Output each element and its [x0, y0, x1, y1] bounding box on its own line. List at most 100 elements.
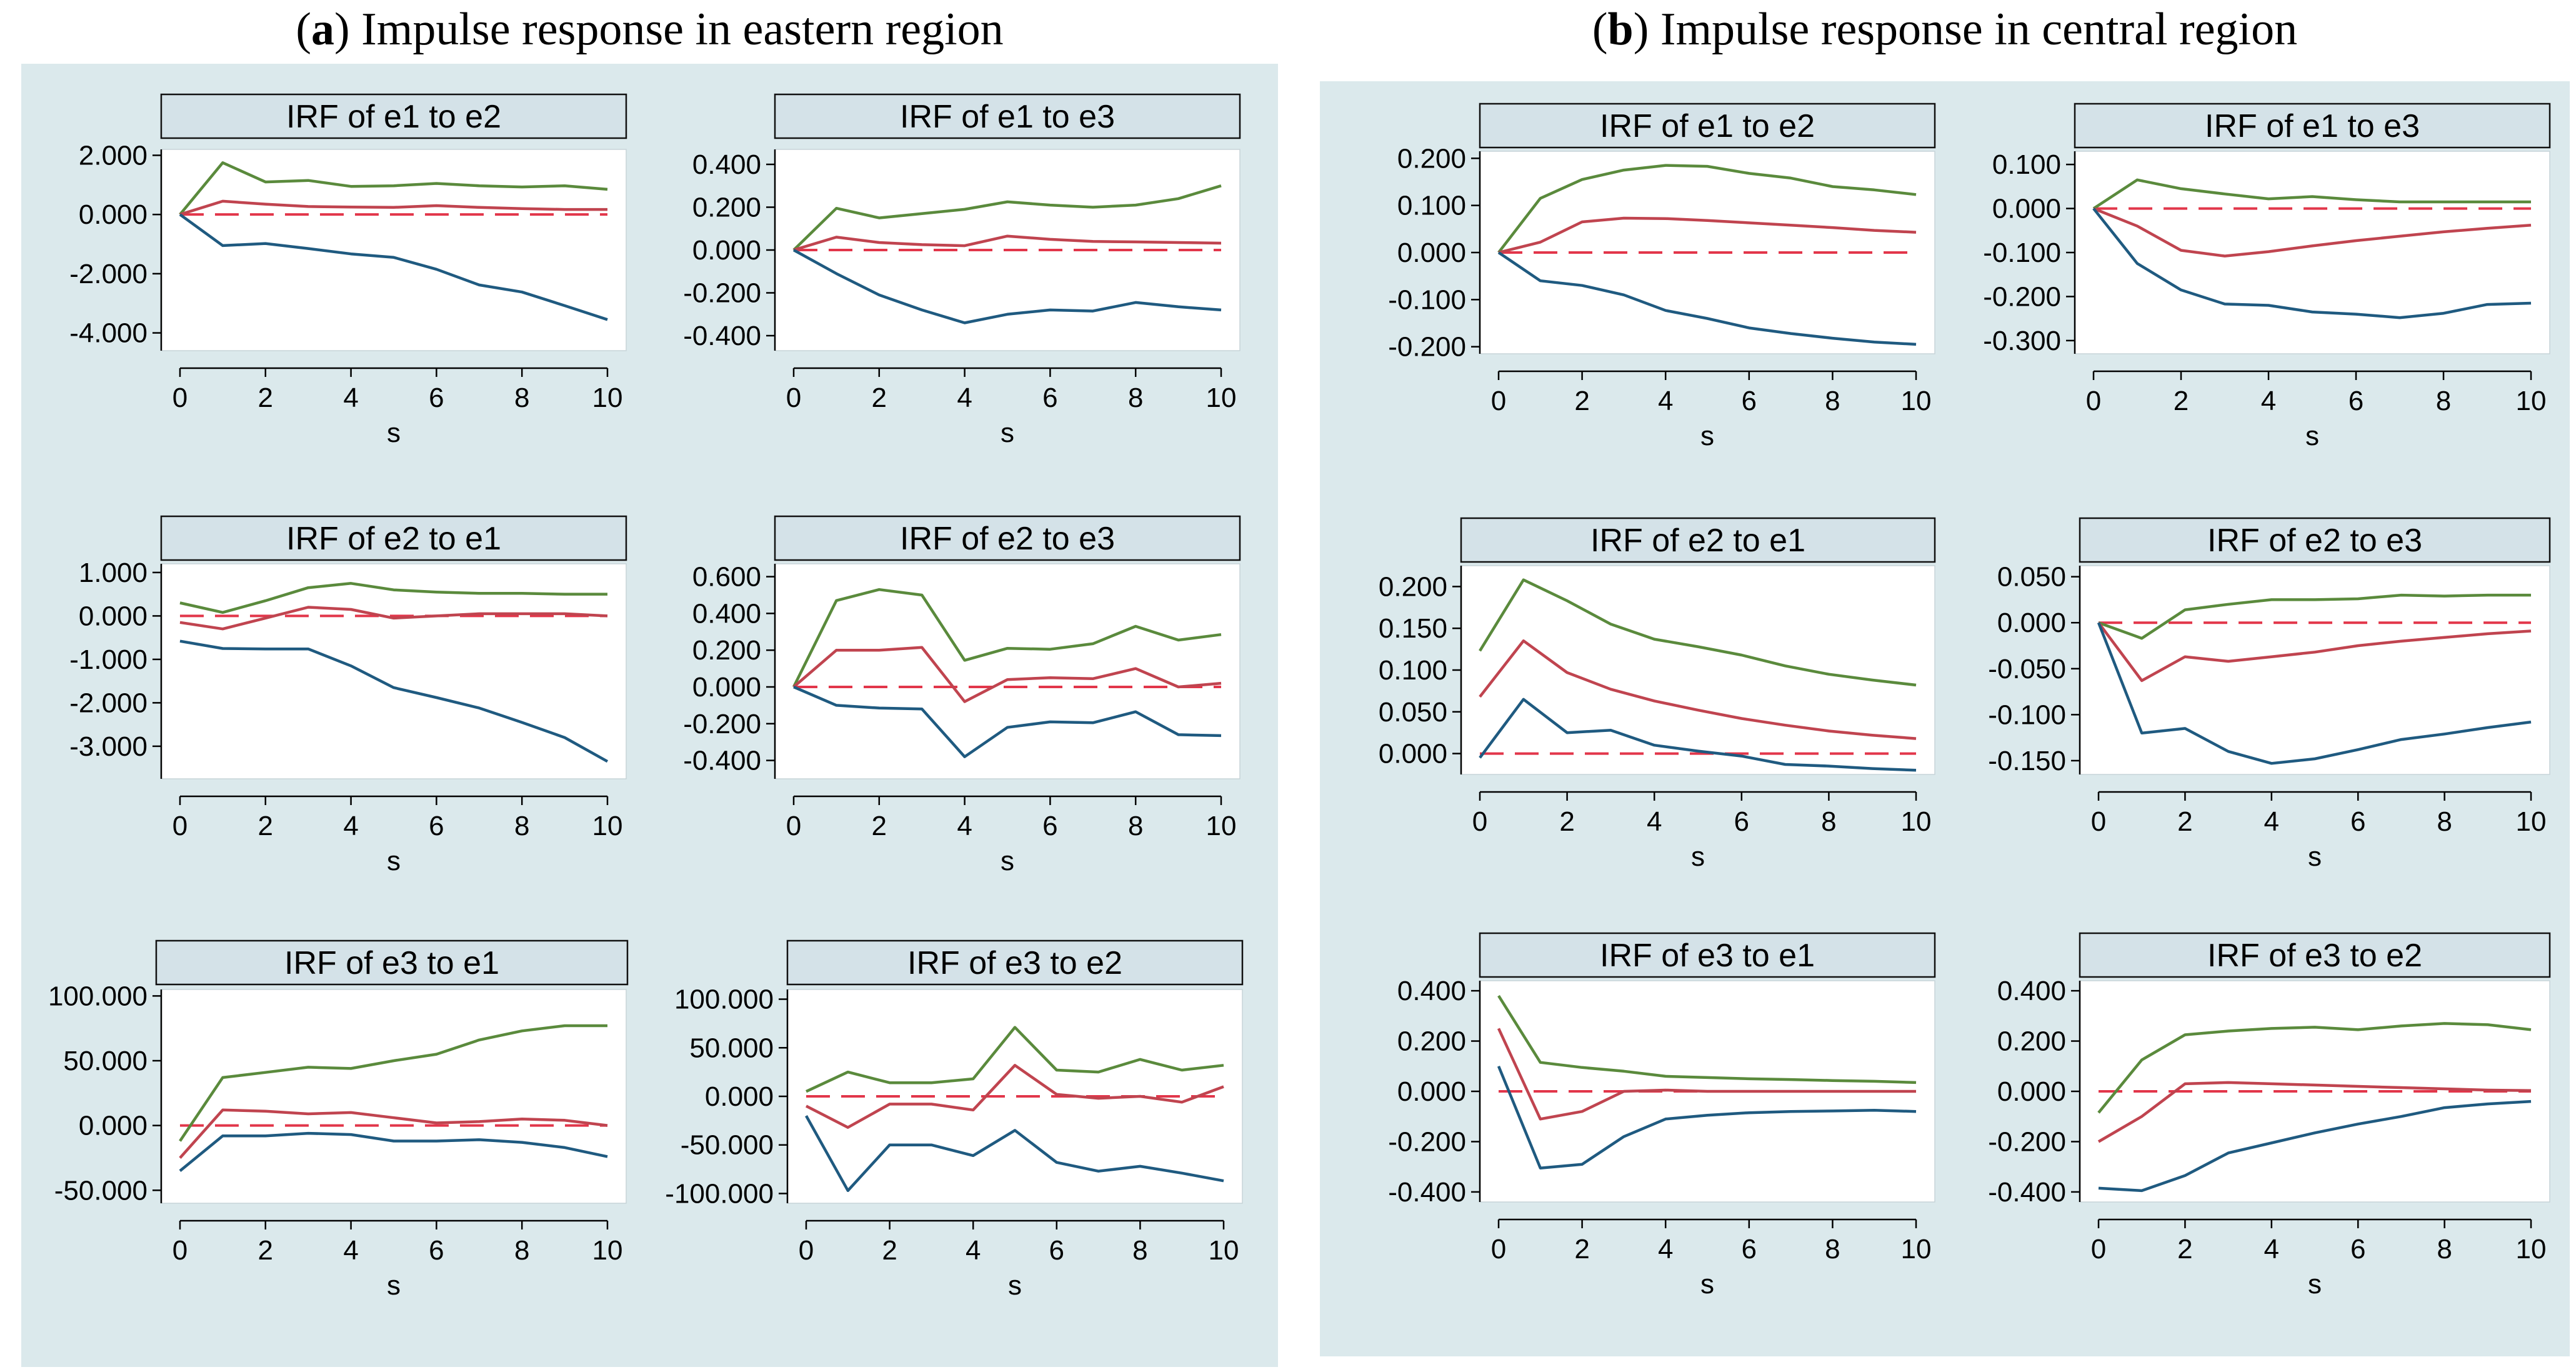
x-tick-label: 8 — [2436, 386, 2451, 416]
x-tick-label: 8 — [1825, 1234, 1840, 1264]
series-line-upper — [2098, 593, 2531, 640]
series-line-upper — [179, 1024, 607, 1142]
x-tick-label: 10 — [592, 811, 623, 841]
y-tick-label: 0.400 — [1997, 976, 2066, 1006]
y-tick-label: 0.000 — [1997, 1076, 2066, 1107]
series-line-lower — [2097, 622, 2532, 765]
series-line-lower — [793, 685, 1222, 758]
x-tick-label: 6 — [1742, 386, 1757, 416]
chart-title: IRF of e1 to e3 — [900, 99, 1115, 135]
x-tick-label: 10 — [1901, 806, 1932, 837]
x-tick-label: 10 — [1901, 1234, 1932, 1264]
x-tick-label: 8 — [1128, 383, 1143, 413]
y-tick-label: -2.000 — [69, 688, 147, 718]
y-tick-label: -2.000 — [69, 259, 147, 289]
x-tick-label: 8 — [514, 1235, 529, 1266]
x-tick-label: 4 — [966, 1235, 981, 1266]
x-tick-label: 6 — [1742, 1234, 1757, 1264]
y-tick-label: -50.000 — [54, 1175, 147, 1206]
y-tick-label: 0.200 — [692, 192, 761, 223]
x-axis-label: s — [1001, 846, 1014, 876]
x-tick-label: 6 — [429, 1235, 444, 1266]
chart-title: IRF of e3 to e1 — [1600, 938, 1815, 974]
series-line-irf — [2097, 1081, 2532, 1143]
x-tick-label: 10 — [1206, 383, 1237, 413]
chart-title-box — [160, 515, 627, 561]
x-tick-label: 0 — [2091, 806, 2106, 837]
x-axis-label: s — [387, 418, 401, 448]
x-tick-label: 2 — [258, 383, 273, 413]
y-tick-label: -100.000 — [665, 1178, 774, 1209]
y-tick-label: 0.400 — [1397, 976, 1466, 1006]
x-tick-label: 6 — [1734, 806, 1749, 837]
x-tick-label: 8 — [2437, 1234, 2452, 1264]
series-line-upper — [1497, 994, 1917, 1084]
x-tick-label: 0 — [172, 811, 187, 841]
plot-area — [1460, 565, 1935, 775]
x-tick-label: 8 — [514, 811, 529, 841]
y-tick-label: 100.000 — [48, 981, 147, 1011]
series-line-upper — [792, 588, 1222, 688]
y-tick-label: -1.000 — [69, 644, 147, 675]
y-tick-label: -0.200 — [683, 709, 761, 739]
chart-title: IRF of e3 to e2 — [2207, 938, 2422, 974]
x-axis-label: s — [1001, 418, 1014, 448]
x-axis-label: s — [1008, 1270, 1022, 1301]
chart-title-box — [2079, 517, 2551, 563]
x-tick-label: 0 — [1472, 806, 1487, 837]
x-tick-label: 8 — [1132, 1235, 1147, 1266]
chart-title: IRF of e1 to e2 — [286, 99, 501, 135]
y-tick-label: 100.000 — [674, 984, 774, 1015]
panel-a-caption: Impulse response in eastern region — [349, 4, 1004, 55]
panel-b-caption: Impulse response in central region — [1649, 4, 2298, 55]
y-tick-label: -0.300 — [1983, 326, 2061, 356]
y-tick-label: 0.400 — [692, 598, 761, 629]
y-tick-label: 0.200 — [1397, 1026, 1466, 1057]
x-axis-label: s — [1691, 841, 1705, 872]
y-tick-label: 0.000 — [692, 235, 761, 266]
x-axis-label: s — [1700, 421, 1714, 451]
x-tick-label: 6 — [1042, 811, 1057, 841]
y-tick-label: -0.150 — [1988, 746, 2066, 776]
series-line-upper — [2092, 178, 2531, 210]
plot-area — [161, 149, 627, 351]
x-tick-label: 2 — [2177, 806, 2192, 837]
series-line-lower — [805, 1115, 1224, 1193]
y-tick-label: 0.000 — [79, 1111, 147, 1141]
y-tick-label: -0.050 — [1988, 654, 2066, 684]
chart-title: IRF of e3 to e2 — [907, 945, 1122, 981]
series-line-upper — [1479, 578, 1917, 687]
chart-title: IRF of e2 to e3 — [900, 521, 1115, 557]
x-tick-label: 2 — [1574, 386, 1589, 416]
chart-title: IRF of e1 to e3 — [2205, 108, 2420, 144]
chart-title-box — [774, 93, 1241, 139]
x-tick-label: 4 — [343, 811, 358, 841]
series-line-irf — [1498, 216, 1917, 254]
series-line-irf — [179, 199, 607, 216]
x-tick-label: 0 — [1491, 1234, 1506, 1264]
x-tick-label: 6 — [2350, 1234, 2365, 1264]
x-tick-label: 10 — [1206, 811, 1237, 841]
series-line-upper — [2097, 1022, 2532, 1114]
series-line-upper — [179, 582, 607, 614]
x-tick-label: 0 — [2086, 386, 2101, 416]
panel-b-letter: b — [1607, 4, 1634, 55]
chart-title: IRF of e2 to e3 — [2207, 523, 2422, 559]
y-tick-label: 0.000 — [79, 199, 147, 230]
y-tick-label: 0.050 — [1379, 697, 1447, 728]
x-tick-label: 8 — [1825, 386, 1840, 416]
x-tick-label: 10 — [2516, 806, 2547, 837]
x-tick-label: 8 — [1128, 811, 1143, 841]
plot-area — [774, 563, 1241, 779]
y-tick-label: 0.400 — [692, 149, 761, 180]
y-tick-label: -0.100 — [1988, 699, 2066, 730]
series-line-upper — [792, 184, 1222, 251]
x-tick-label: 6 — [1049, 1235, 1064, 1266]
y-tick-label: 0.600 — [692, 562, 761, 593]
chart-title-box — [2074, 103, 2551, 149]
series-line-irf — [805, 1064, 1224, 1129]
